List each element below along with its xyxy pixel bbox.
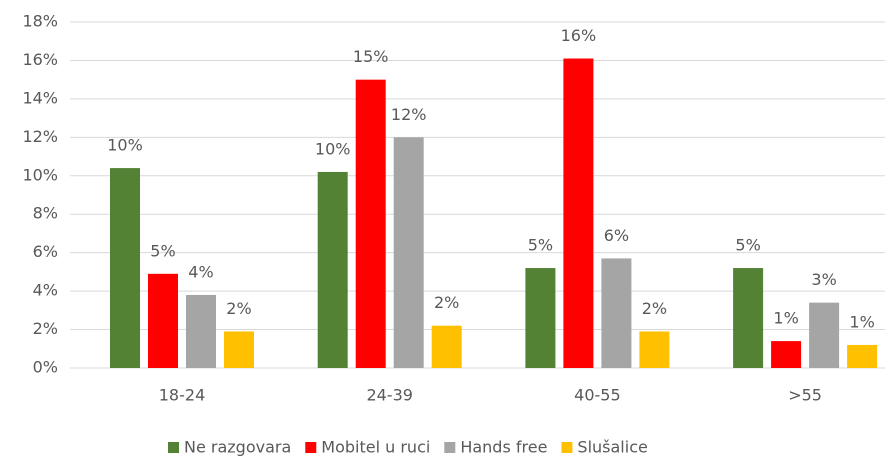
y-tick-label: 10% <box>22 165 58 184</box>
data-label: 6% <box>604 226 629 245</box>
bar <box>809 302 840 368</box>
legend-swatch <box>168 442 179 453</box>
x-tick-label: 18-24 <box>159 386 206 405</box>
bar <box>317 171 348 368</box>
bar <box>186 294 216 368</box>
bar <box>771 341 802 368</box>
bar <box>431 325 462 368</box>
y-tick-label: 4% <box>33 281 58 300</box>
data-label: 2% <box>434 293 459 312</box>
data-label: 5% <box>528 236 553 255</box>
data-label: 15% <box>353 47 389 66</box>
y-tick-label: 12% <box>22 127 58 146</box>
bar <box>525 268 556 368</box>
x-tick-label: >55 <box>788 386 822 405</box>
data-label: 1% <box>773 309 798 328</box>
x-tick-label: 40-55 <box>574 386 621 405</box>
bar <box>733 268 764 368</box>
bar <box>639 331 670 368</box>
data-label: 2% <box>642 299 667 318</box>
bar <box>355 79 386 369</box>
data-label: 12% <box>391 105 427 124</box>
bar <box>148 273 178 368</box>
data-label: 3% <box>811 270 836 289</box>
data-label: 10% <box>315 139 351 158</box>
y-tick-label: 8% <box>33 204 58 223</box>
y-tick-label: 0% <box>33 358 58 377</box>
data-label: 5% <box>735 236 760 255</box>
legend-label: Hands free <box>460 438 547 457</box>
bar <box>847 344 878 368</box>
data-label: 1% <box>849 312 874 331</box>
data-label: 2% <box>226 299 251 318</box>
data-label: 10% <box>107 136 143 155</box>
legend-label: Mobitel u ruci <box>321 438 430 457</box>
data-label: 16% <box>561 26 597 45</box>
legend-label: Slušalice <box>577 438 647 457</box>
legend-swatch <box>444 442 456 453</box>
y-tick-label: 2% <box>33 319 58 338</box>
bar <box>224 331 254 368</box>
y-tick-label: 18% <box>22 12 58 31</box>
bar <box>563 58 594 369</box>
bar <box>393 137 424 368</box>
bar <box>601 258 632 368</box>
legend-label: Ne razgovara <box>184 438 291 457</box>
data-label: 4% <box>188 262 213 281</box>
y-tick-label: 14% <box>22 88 58 107</box>
y-tick-label: 6% <box>33 242 58 261</box>
data-label: 5% <box>150 241 175 260</box>
legend-swatch <box>305 442 317 453</box>
legend-swatch <box>561 442 573 453</box>
y-tick-label: 16% <box>22 50 58 69</box>
bar <box>110 168 140 368</box>
x-tick-label: 24-39 <box>366 386 413 405</box>
